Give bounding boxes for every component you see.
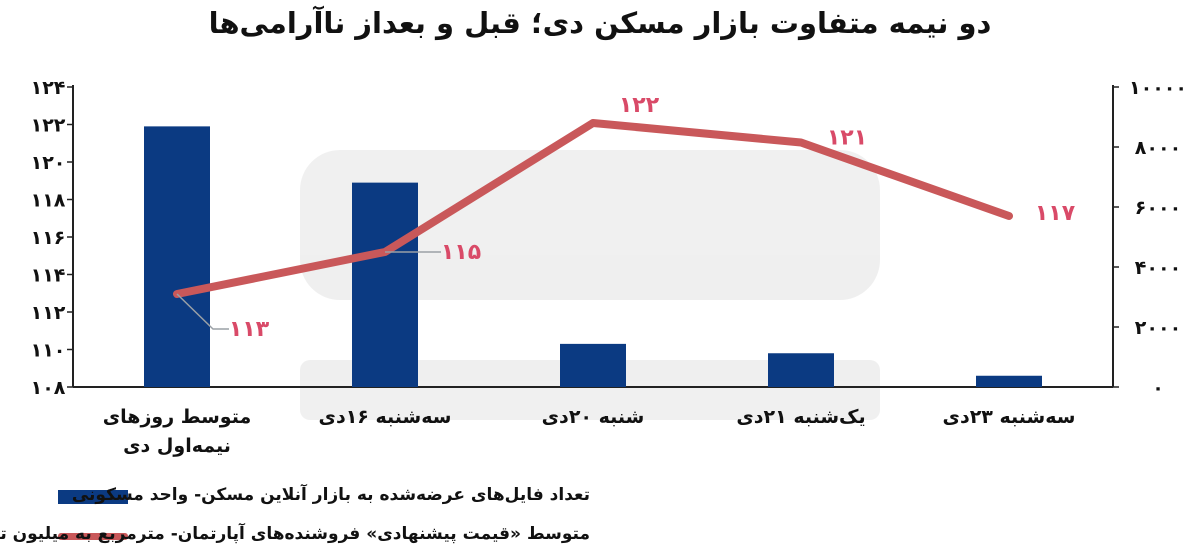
bar: [976, 375, 1042, 387]
left-tick-label: ۱۱۲: [31, 302, 66, 324]
legend-item-line: متوسط «قیمت پیشنهادی» فروشنده‌های آپارتم…: [0, 521, 1200, 551]
right-tick-label: ۰: [1152, 377, 1164, 399]
legend-label-line: متوسط «قیمت پیشنهادی» فروشنده‌های آپارتم…: [0, 524, 590, 544]
bar: [352, 182, 418, 387]
legend-swatch-line: [58, 533, 128, 540]
left-tick-label: ۱۱۴: [31, 265, 66, 287]
right-tick-label: ۶۰۰۰: [1135, 197, 1181, 219]
line-group: ۱۱۳ ۱۱۵ ۱۲۲ ۱۲۱ ۱۱۷: [173, 93, 1076, 342]
right-tick-label: ۸۰۰۰: [1135, 137, 1181, 159]
left-tick-label: ۱۲۰: [31, 152, 66, 174]
data-label-leader: [176, 293, 229, 330]
legend-item-bars: تعداد فایل‌های عرضه‌شده به بازار آنلاین …: [0, 482, 1200, 512]
axes-group: ۱۰۸ ۱۱۰ ۱۱۲ ۱۱۴ ۱۱۶ ۱۱۸ ۱۲۰ ۱۲۲ ۱۲۴ ۰ ۲۰۰۰ ۴۰۰۰ ۶۰۰۰…: [31, 77, 1187, 399]
x-tick-label: نیمه‌اول دی: [123, 435, 231, 457]
x-tick-label: سه‌شنبه ۱۶دی: [319, 406, 452, 428]
chart-title: دو نیمه متفاوت بازار مسکن دی؛ قبل و بعدا…: [208, 6, 992, 40]
left-tick-label: ۱۱۰: [31, 340, 66, 362]
bar: [560, 343, 626, 387]
legend-label-bars: تعداد فایل‌های عرضه‌شده به بازار آنلاین …: [71, 485, 590, 505]
data-label: ۱۱۵: [441, 240, 481, 265]
right-tick-label: ۲۰۰۰: [1135, 317, 1181, 339]
data-label: ۱۲۱: [827, 126, 867, 151]
legend-swatch-bar: [58, 490, 128, 504]
right-tick-label: ۴۰۰۰: [1135, 257, 1181, 279]
x-tick-label: یک‌شنبه ۲۱دی: [736, 406, 865, 428]
bar: [768, 353, 834, 387]
bar: [144, 126, 210, 387]
left-tick-label: ۱۱۶: [31, 227, 66, 249]
line-series: [173, 119, 1013, 298]
data-label: ۱۱۳: [229, 317, 270, 342]
left-tick-label: ۱۰۸: [31, 377, 66, 399]
x-labels-group: متوسط روزهای نیمه‌اول دی سه‌شنبه ۱۶دی شنبه …: [103, 406, 1076, 457]
bars-group: [144, 126, 1042, 387]
right-tick-label: ۱۰۰۰۰: [1129, 77, 1187, 99]
data-label: ۱۲۲: [619, 93, 660, 118]
x-tick-label: سه‌شنبه ۲۳دی: [943, 406, 1076, 428]
x-tick-label: شنبه ۲۰دی: [542, 406, 645, 428]
data-label: ۱۱۷: [1035, 201, 1076, 226]
left-tick-label: ۱۲۲: [31, 115, 66, 137]
left-tick-label: ۱۲۴: [31, 77, 66, 99]
x-tick-label: متوسط روزهای: [103, 406, 251, 428]
left-tick-label: ۱۱۸: [31, 190, 66, 212]
watermark-logo: [300, 150, 880, 420]
